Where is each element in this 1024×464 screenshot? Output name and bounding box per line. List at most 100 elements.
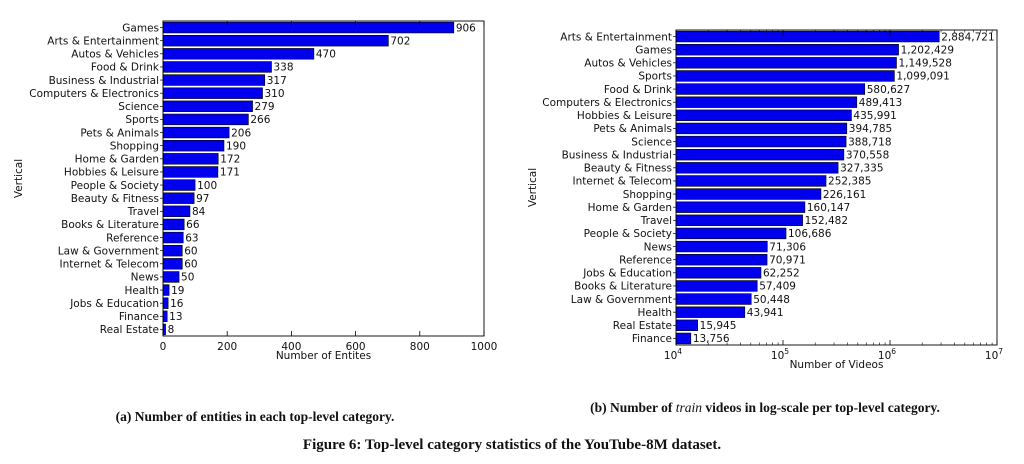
x-tick-label: 200 xyxy=(217,341,237,353)
data-label: 2,884,721 xyxy=(941,31,994,43)
x-tick-label: 104 xyxy=(664,347,682,362)
bar xyxy=(162,218,185,231)
x-axis-label: Number of Videos xyxy=(790,359,884,371)
category-label: Sports xyxy=(125,114,159,126)
data-label: 489,413 xyxy=(859,97,902,109)
bar xyxy=(162,284,170,296)
bar xyxy=(675,175,827,187)
category-label: Autos & Vehicles xyxy=(71,49,159,61)
bar xyxy=(675,30,940,43)
category-label: Business & Industrial xyxy=(562,149,672,161)
category-label: Arts & Entertainment xyxy=(560,31,672,43)
x-tick-label: 1000 xyxy=(471,341,498,353)
category-label: Books & Literature xyxy=(574,281,672,293)
data-label: 470 xyxy=(316,49,336,61)
category-label: Food & Drink xyxy=(604,84,673,96)
bar xyxy=(162,166,219,178)
category-label: Food & Drink xyxy=(91,62,160,74)
data-label: 152,482 xyxy=(805,215,848,227)
bar xyxy=(162,179,196,191)
bar xyxy=(162,126,230,139)
data-label: 16 xyxy=(170,298,184,310)
bar xyxy=(675,162,839,174)
bar xyxy=(675,240,768,253)
bar xyxy=(675,319,698,331)
category-label: Beauty & Fitness xyxy=(71,193,159,205)
category-label: News xyxy=(131,272,159,284)
bar xyxy=(675,214,803,226)
x-tick-label: 107 xyxy=(985,347,1003,362)
data-label: 50,448 xyxy=(753,294,790,306)
bar xyxy=(162,35,389,47)
data-label: 171 xyxy=(220,167,240,179)
bar xyxy=(162,48,315,60)
category-label: Science xyxy=(631,136,672,148)
bar xyxy=(675,70,895,82)
category-label: Home & Garden xyxy=(75,154,159,166)
data-label: 13,756 xyxy=(693,333,730,345)
bar xyxy=(162,258,183,270)
data-label: 70,971 xyxy=(769,254,806,266)
bar xyxy=(162,271,180,283)
data-label: 1,202,429 xyxy=(901,44,954,56)
x-tick-label: 800 xyxy=(410,341,430,353)
category-label: People & Society xyxy=(71,180,159,192)
chart-videos: 2,884,721 Arts & Entertainment 1,202,429 Ga… xyxy=(527,29,1003,371)
data-label: 327,335 xyxy=(840,163,883,175)
data-label: 43,941 xyxy=(747,307,784,319)
category-label: People & Society xyxy=(584,228,672,240)
category-label: Arts & Entertainment xyxy=(47,35,159,47)
data-label: 338 xyxy=(273,62,293,74)
category-label: Jobs & Education xyxy=(582,268,672,280)
data-label: 50 xyxy=(181,272,194,284)
data-label: 1,149,528 xyxy=(898,58,951,70)
bar xyxy=(675,332,692,345)
x-tick-label: 105 xyxy=(771,347,789,362)
bar xyxy=(162,245,183,257)
category-label: Health xyxy=(125,285,159,297)
data-label: 435,991 xyxy=(853,110,896,122)
data-label: 84 xyxy=(192,206,206,218)
plot-frame xyxy=(162,20,485,337)
chart-entities: 906 Games 702 Arts & Entertainment 470 Autos … xyxy=(13,20,498,362)
category-label: Hobbies & Leisure xyxy=(577,110,672,122)
data-label: 57,409 xyxy=(759,281,796,293)
data-label: 279 xyxy=(255,101,275,113)
category-label: Games xyxy=(635,44,672,56)
bar xyxy=(675,306,746,318)
bar xyxy=(675,254,768,266)
bar xyxy=(675,135,847,148)
category-label: Jobs & Education xyxy=(69,298,159,310)
category-label: Beauty & Fitness xyxy=(584,163,672,175)
category-label: Pets & Animals xyxy=(80,127,159,139)
plot-frame xyxy=(675,29,998,346)
category-label: Law & Government xyxy=(58,245,159,257)
bar xyxy=(675,83,866,95)
data-label: 388,718 xyxy=(848,136,891,148)
bar xyxy=(162,87,263,99)
data-label: 702 xyxy=(390,35,410,47)
data-label: 172 xyxy=(220,154,240,166)
bar xyxy=(675,96,858,108)
category-label: Sports xyxy=(638,71,672,83)
category-label: Reference xyxy=(106,232,159,244)
x-tick-label: 106 xyxy=(878,347,896,362)
category-label: Real Estate xyxy=(100,324,159,336)
y-axis-label: Vertical xyxy=(13,159,25,198)
category-label: Internet & Telecom xyxy=(60,259,159,271)
category-label: Law & Government xyxy=(571,294,672,306)
bar xyxy=(162,310,168,322)
category-label: Shopping xyxy=(110,140,159,152)
category-label: Real Estate xyxy=(613,320,672,332)
category-label: Finance xyxy=(632,333,672,345)
data-label: 906 xyxy=(456,22,476,34)
data-label: 66 xyxy=(186,219,200,231)
data-label: 310 xyxy=(265,88,285,100)
data-label: 100 xyxy=(197,180,217,192)
data-label: 63 xyxy=(185,232,198,244)
data-label: 580,627 xyxy=(867,84,910,96)
bar xyxy=(675,280,758,292)
category-label: Hobbies & Leisure xyxy=(64,167,159,179)
bar xyxy=(675,267,762,279)
data-label: 15,945 xyxy=(700,320,737,332)
